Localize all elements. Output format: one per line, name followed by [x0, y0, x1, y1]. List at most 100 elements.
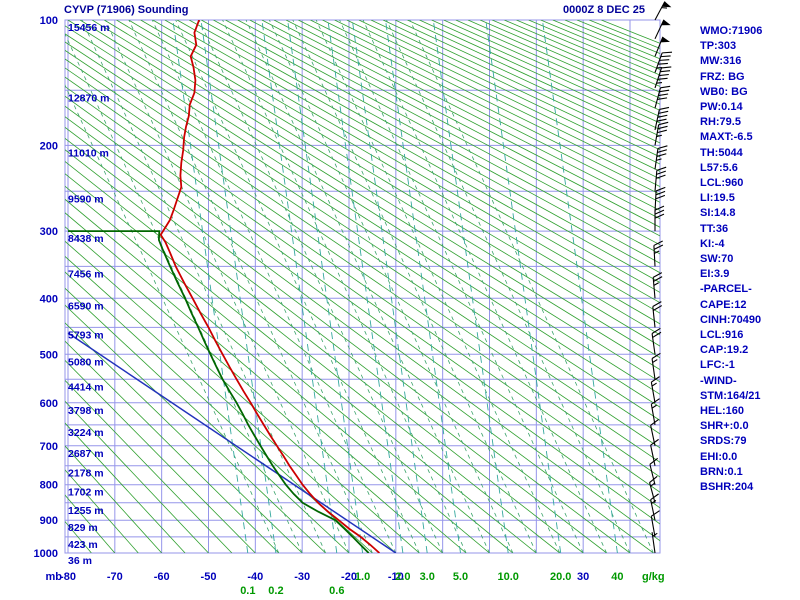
stat-line: PW:0.14	[700, 101, 743, 114]
wind-barb	[650, 376, 660, 403]
temp-tick-label: 30	[577, 571, 589, 583]
height-label: 3798 m	[68, 405, 104, 417]
height-label: 4414 m	[68, 381, 104, 393]
height-label: 3224 m	[68, 427, 104, 439]
pressure-label: 300	[40, 226, 58, 238]
wind-barb	[650, 438, 659, 466]
height-label: 1702 m	[68, 487, 104, 499]
wind-barb	[653, 240, 664, 267]
stat-line: EHI:0.0	[700, 450, 738, 463]
temp-tick-label: -40	[247, 571, 263, 583]
pressure-label: 900	[40, 515, 58, 527]
height-label: 2687 m	[68, 448, 104, 460]
wind-barb	[649, 475, 658, 503]
wind-barb	[654, 205, 665, 232]
stat-line: BRN:0.1	[700, 465, 743, 478]
wind-barb	[651, 532, 658, 554]
mixing-ratio-label: 3.0	[420, 571, 435, 583]
dry-adiabats	[65, 20, 660, 553]
wind-barb	[650, 419, 659, 446]
mixing-ratio-label: 0.1	[240, 585, 255, 597]
stats-panel: WMO:71906 TP:303 MW:316 FRZ: BG WB0: BG PW:0.…	[700, 24, 762, 495]
height-label: 8438 m	[68, 233, 104, 245]
pressure-label: 800	[40, 480, 58, 492]
grid	[64, 19, 661, 554]
stat-line: SRDS:79	[700, 435, 747, 448]
mixing-ratio-label: 5.0	[453, 571, 468, 583]
stat-line: LCL:960	[700, 177, 744, 190]
stat-line: HEL:160	[700, 405, 745, 418]
height-label: 2178 m	[68, 468, 104, 480]
height-label: 15456 m	[68, 22, 109, 34]
stat-line: CINH:70490	[700, 313, 762, 326]
wind-barb	[651, 327, 662, 355]
mixing-ratio-label: 0.6	[329, 585, 344, 597]
temp-tick-label: -60	[154, 571, 170, 583]
pressure-label: 200	[40, 140, 58, 152]
stat-line: SI:14.8	[700, 207, 736, 220]
mixing-ratio-label: 1.0	[355, 571, 370, 583]
temp-tick-label: -20	[341, 571, 357, 583]
wind-barb	[650, 398, 660, 425]
height-label: 6590 m	[68, 300, 104, 312]
height-label: 1255 m	[68, 505, 104, 517]
wind-barb	[652, 301, 663, 328]
stat-line: RH:79.5	[700, 116, 741, 129]
wind-barb	[654, 66, 672, 89]
mixing-ratio-label: 2.0	[395, 571, 410, 583]
stat-line: KI:-4	[700, 237, 725, 250]
stat-line: -PARCEL-	[700, 283, 752, 296]
stat-line: LCL:916	[700, 329, 744, 342]
stat-line: LI:19.5	[700, 192, 735, 205]
stat-line: CAP:19.2	[700, 344, 749, 357]
mixing-ratio-label: 20.0	[550, 571, 571, 583]
wind-barb	[654, 36, 670, 57]
wind-barb	[654, 145, 668, 170]
wind-barbs	[649, 1, 673, 554]
pressure-unit-label: mb	[46, 571, 63, 583]
mixing-ratio-label: 40	[611, 571, 623, 583]
stat-line: L57:5.6	[700, 161, 738, 174]
height-label: 12870 m	[68, 92, 109, 104]
pressure-label: 500	[40, 349, 58, 361]
stat-line: CAPE:12	[700, 298, 747, 311]
wind-barb	[650, 510, 660, 537]
chart-datetime: 0000Z 8 DEC 25	[563, 4, 645, 16]
wind-barb	[652, 272, 663, 299]
pressure-label: 100	[40, 15, 58, 27]
wind-barb	[654, 121, 669, 146]
stat-line: TP:303	[700, 40, 737, 53]
pressure-label: 400	[40, 293, 58, 305]
stat-line: WMO:71906	[700, 25, 763, 37]
height-label: 829 m	[68, 522, 98, 534]
wind-barb	[649, 457, 659, 485]
temp-tick-label: -70	[107, 571, 123, 583]
moist-adiabats	[65, 20, 654, 553]
mixing-ratio-label: 10.0	[498, 571, 519, 583]
temp-tick-label: -30	[294, 571, 310, 583]
pressure-label: 1000	[34, 548, 58, 560]
temp-tick-label: -50	[201, 571, 217, 583]
height-label: 7456 m	[68, 268, 104, 280]
mixing-ratio-lines	[172, 20, 618, 553]
stat-line: SHR+:0.0	[700, 420, 749, 433]
stat-line: TT:36	[700, 222, 729, 235]
height-label: 5080 m	[68, 356, 104, 368]
chart-title: CYVP (71906) Sounding	[64, 4, 189, 16]
stat-line: MW:316	[700, 55, 742, 68]
height-label: 423 m	[68, 539, 98, 551]
wind-barb	[654, 19, 671, 40]
height-label: 36 m	[68, 555, 92, 567]
stat-line: TH:5044	[700, 146, 743, 159]
wind-barb	[654, 166, 667, 192]
mixing-ratio-label: 0.2	[268, 585, 283, 597]
pressure-label: 700	[40, 441, 58, 453]
pressure-label: 600	[40, 398, 58, 410]
stat-line: STM:164/21	[700, 389, 761, 402]
mixing-ratio-unit-label: g/kg	[642, 571, 665, 583]
stat-line: BSHR:204	[700, 481, 754, 494]
stat-line: SW:70	[700, 253, 734, 266]
temperature-trace	[159, 20, 381, 553]
parcel-trace	[67, 332, 397, 553]
